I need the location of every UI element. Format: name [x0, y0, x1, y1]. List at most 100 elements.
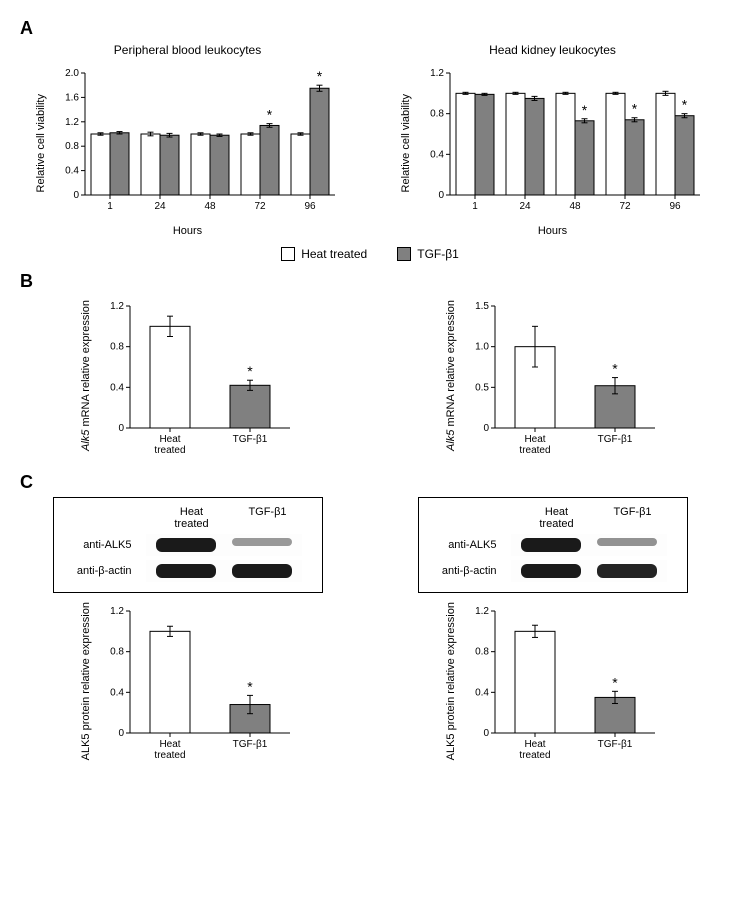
svg-text:*: *: [631, 101, 637, 117]
svg-text:*: *: [247, 678, 253, 694]
svg-text:0.4: 0.4: [475, 687, 489, 698]
panel-c-left-chart: 00.40.81.2Heattreated*TGF-β1: [96, 601, 296, 761]
svg-text:0.5: 0.5: [475, 382, 489, 393]
panel-a-row: Peripheral blood leukocytes Relative cel…: [20, 43, 720, 237]
blot-header-heat: Heattreated: [527, 506, 587, 530]
svg-text:1.0: 1.0: [475, 342, 489, 353]
panel-c-chart-row: ALK5 protein relative expression 0 0.4 0.8…: [20, 601, 720, 761]
svg-text:*: *: [581, 102, 587, 118]
svg-text:1.2: 1.2: [430, 68, 444, 79]
svg-text:1.2: 1.2: [65, 117, 79, 128]
panel-c-left-ylabel: ALK5 protein relative expression: [80, 602, 92, 760]
svg-text:*: *: [247, 363, 253, 379]
blot-band: [232, 538, 292, 546]
svg-text:Heat: Heat: [159, 434, 180, 445]
panel-b-left-ylabel: Alk5 mRNA relative expression: [80, 300, 92, 451]
legend-swatch-heat: [281, 247, 295, 261]
svg-text:Heat: Heat: [524, 434, 545, 445]
blot-band: [156, 564, 216, 578]
svg-text:0: 0: [118, 423, 124, 434]
panel-b-right-chart: 0 0.5 1.0 1.5 Heattreated * TGF-β1: [461, 296, 661, 456]
legend-swatch-tgf: [397, 247, 411, 261]
svg-text:1: 1: [107, 201, 113, 212]
blot-label-actin: anti-β-actin: [54, 565, 138, 577]
legend-label-tgf: TGF-β1: [417, 247, 459, 261]
svg-text:treated: treated: [154, 750, 185, 761]
panel-a-right-xlabel: Hours: [538, 225, 567, 237]
svg-text:48: 48: [204, 201, 216, 212]
svg-text:*: *: [266, 107, 272, 123]
blot-band: [597, 538, 657, 546]
panel-c-right-blot: Heattreated TGF-β1 anti-ALK5 anti-β-acti…: [418, 497, 688, 593]
svg-text:0.4: 0.4: [110, 687, 124, 698]
svg-text:*: *: [681, 97, 687, 113]
panel-a-left-xlabel: Hours: [173, 225, 202, 237]
svg-text:*: *: [316, 68, 322, 84]
svg-text:0: 0: [438, 190, 444, 201]
svg-text:TGF-β1: TGF-β1: [232, 739, 267, 750]
panel-a-left-chart: 0 0.4 0.8 1.2 1.6 2.0 1 24 48 * 72 * 96: [51, 63, 341, 223]
blot-band: [521, 564, 581, 578]
panel-a-right-chart: 00.40.81.2124*48*72*96: [416, 63, 706, 223]
panel-a-left-ylabel: Relative cell viability: [35, 94, 47, 192]
panel-a-right-ylabel: Relative cell viability: [400, 94, 412, 192]
panel-c-right-chart-col: ALK5 protein relative expression 0 0.4 0.8…: [385, 601, 720, 761]
svg-text:96: 96: [669, 201, 681, 212]
svg-text:Heat: Heat: [524, 739, 545, 750]
svg-text:2.0: 2.0: [65, 68, 79, 79]
svg-text:0.8: 0.8: [65, 141, 79, 152]
panel-a-legend: Heat treated TGF-β1: [20, 247, 720, 261]
svg-text:0.8: 0.8: [475, 647, 489, 658]
svg-text:*: *: [612, 361, 618, 377]
svg-text:0: 0: [483, 728, 489, 739]
panel-c-right-ylabel: ALK5 protein relative expression: [445, 602, 457, 760]
svg-text:TGF-β1: TGF-β1: [232, 434, 267, 445]
blot-band: [232, 564, 292, 578]
panel-a-right-title: Head kidney leukocytes: [489, 43, 616, 57]
svg-text:treated: treated: [519, 445, 550, 456]
panel-b-label: B: [20, 271, 720, 292]
svg-text:1.2: 1.2: [110, 606, 124, 617]
panel-a-left-col: Peripheral blood leukocytes Relative cel…: [20, 43, 355, 237]
blot-label-actin: anti-β-actin: [419, 565, 503, 577]
blot-label-alk5: anti-ALK5: [419, 539, 503, 551]
svg-text:0.4: 0.4: [110, 382, 124, 393]
svg-text:treated: treated: [519, 750, 550, 761]
svg-text:Heat: Heat: [159, 739, 180, 750]
svg-text:treated: treated: [154, 445, 185, 456]
svg-text:1.6: 1.6: [65, 92, 79, 103]
legend-item-tgf: TGF-β1: [397, 247, 459, 261]
blot-band: [521, 538, 581, 552]
svg-text:0: 0: [483, 423, 489, 434]
panel-c-left-blot: Heattreated TGF-β1 anti-ALK5 anti-β-acti…: [53, 497, 323, 593]
panel-b-right-ylabel: Alk5 mRNA relative expression: [445, 300, 457, 451]
legend-item-heat: Heat treated: [281, 247, 367, 261]
panel-a-label: A: [20, 18, 720, 39]
svg-text:96: 96: [304, 201, 316, 212]
blot-header-tgf: TGF-β1: [603, 506, 663, 530]
panel-b-right-col: Alk5 mRNA relative expression 0 0.5 1.0 1.5…: [385, 296, 720, 456]
blot-header-heat: Heattreated: [162, 506, 222, 530]
blot-band: [597, 564, 657, 578]
svg-text:TGF-β1: TGF-β1: [597, 739, 632, 750]
panel-c-right-blot-col: Heattreated TGF-β1 anti-ALK5 anti-β-acti…: [385, 497, 720, 593]
svg-text:*: *: [612, 674, 618, 690]
panel-b-row: Alk5 mRNA relative expression 00.40.81.2…: [20, 296, 720, 456]
panel-c-blot-row: Heattreated TGF-β1 anti-ALK5 anti-β-acti…: [20, 497, 720, 593]
panel-c-right-chart: 00.40.81.2Heattreated*TGF-β1: [461, 601, 661, 761]
svg-text:TGF-β1: TGF-β1: [597, 434, 632, 445]
svg-text:24: 24: [519, 201, 531, 212]
svg-text:0.8: 0.8: [110, 342, 124, 353]
panel-a-left-title: Peripheral blood leukocytes: [114, 43, 261, 57]
svg-text:1: 1: [472, 201, 478, 212]
svg-text:0.8: 0.8: [430, 109, 444, 120]
panel-c-label: C: [20, 472, 720, 493]
svg-text:1.5: 1.5: [475, 301, 489, 312]
legend-label-heat: Heat treated: [301, 247, 367, 261]
svg-text:24: 24: [154, 201, 166, 212]
svg-text:72: 72: [254, 201, 266, 212]
svg-text:0: 0: [73, 190, 79, 201]
svg-text:0: 0: [118, 728, 124, 739]
panel-a-right-col: Head kidney leukocytes Relative cell via…: [385, 43, 720, 237]
svg-text:0.4: 0.4: [65, 166, 79, 177]
